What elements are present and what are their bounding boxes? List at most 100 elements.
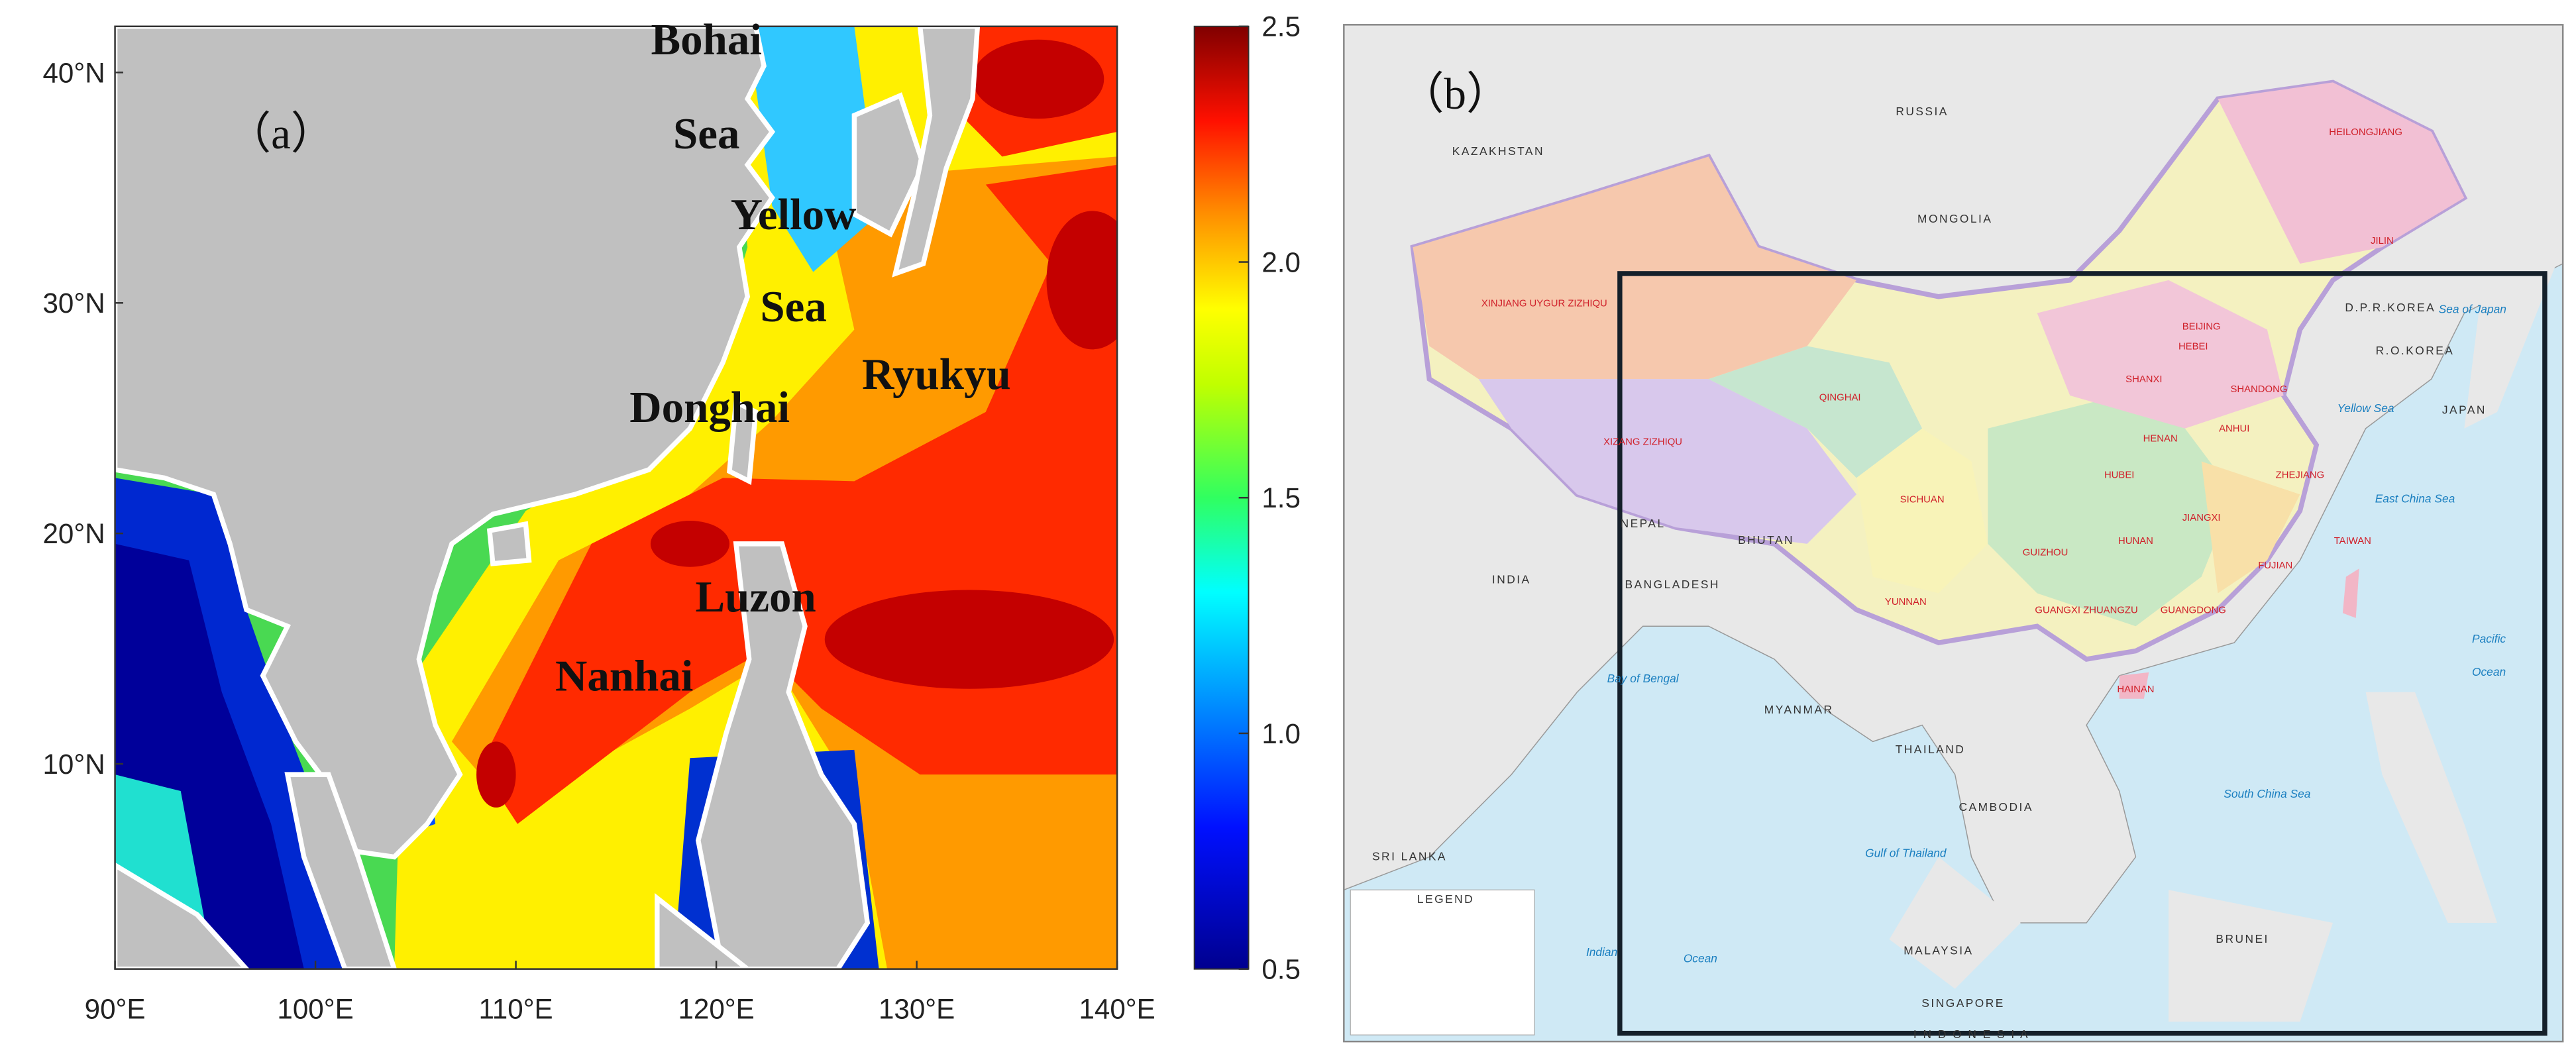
ocean-field — [824, 590, 1114, 689]
map-legend-title: LEGEND — [1417, 892, 1474, 906]
x-tick-label: 120°E — [678, 993, 754, 1024]
y-tick-label: 20°N — [43, 518, 105, 549]
colorbar-tick-label: 0.5 — [1261, 954, 1301, 985]
province-label: GUIZHOU — [2023, 547, 2068, 558]
province-label: QINGHAI — [1819, 392, 1861, 403]
panel-label: （b） — [1400, 69, 1511, 119]
province-label: HEBEI — [2178, 341, 2208, 352]
province-label: TAIWAN — [2334, 536, 2371, 547]
province-label: JIANGXI — [2182, 513, 2221, 523]
province — [1413, 156, 1856, 380]
country-label: I N D O N E S I A — [1913, 1028, 2029, 1041]
land — [1889, 857, 2021, 989]
province-label: GUANGDONG — [2161, 605, 2226, 615]
region-label: Donghai — [629, 382, 790, 432]
plot-frame — [114, 25, 1118, 970]
x-tick-label: 130°E — [879, 993, 955, 1024]
country-label: INDIA — [1492, 573, 1531, 586]
sea-label: Sea of Japan — [2439, 303, 2506, 316]
sea-label: East China Sea — [2375, 492, 2455, 505]
sea-label: Bay of Bengal — [1607, 672, 1680, 685]
ocean-field — [972, 39, 1104, 119]
colorbar-tick-label: 1.0 — [1261, 718, 1301, 749]
sea-label: Yellow Sea — [2337, 401, 2394, 415]
region-label: Nanhai — [555, 651, 693, 700]
region-label: Sea — [760, 282, 826, 331]
country-label: MYANMAR — [1764, 703, 1834, 716]
region-label: Bohai — [651, 15, 762, 64]
panel-b-map — [1344, 25, 2563, 1042]
country-label: R.O.KOREA — [2376, 344, 2455, 357]
x-tick-label: 140°E — [1079, 993, 1155, 1024]
panel-a-map — [115, 26, 1118, 969]
study-area-box — [1617, 271, 2548, 1036]
panel-b-frame — [1343, 24, 2564, 1043]
country-label: SINGAPORE — [1921, 996, 2004, 1010]
map-legend-box — [1350, 889, 1535, 1035]
sea-label: Ocean — [1684, 952, 1717, 965]
country-label: NEPAL — [1621, 517, 1666, 530]
province-label: SICHUAN — [1900, 495, 1945, 505]
country-label: SRI LANKA — [1372, 849, 1447, 863]
land — [115, 26, 981, 969]
sea-label: Gulf of Thailand — [1865, 846, 1947, 859]
y-tick-label: 10°N — [43, 749, 105, 780]
sea-label: Indian — [1586, 945, 1617, 959]
country-label: KAZAKHSTAN — [1452, 144, 1544, 158]
ocean-field — [476, 741, 516, 808]
ocean-field — [1046, 211, 1118, 350]
land — [2464, 66, 2563, 429]
province-label: ZHEJIANG — [2276, 470, 2325, 480]
province — [2037, 280, 2284, 429]
region-label: Yellow — [731, 189, 857, 239]
province-label: XIZANG ZIZHIQU — [1603, 437, 1682, 448]
ocean-field — [650, 521, 729, 567]
x-tick-label: 100°E — [277, 993, 353, 1024]
sea-label: Ocean — [2472, 665, 2506, 678]
country-label: D.P.R.KOREA — [2345, 301, 2436, 314]
country-label: RUSSIA — [1896, 105, 1948, 118]
colorbar-tick-label: 1.5 — [1261, 482, 1301, 513]
colorbar-tick-label: 2.5 — [1261, 11, 1301, 42]
province-label: ANHUI — [2219, 424, 2249, 435]
region-label: Luzon — [695, 572, 816, 621]
land — [2169, 890, 2334, 1022]
province-label: FUJIAN — [2258, 560, 2292, 571]
country-label: BHUTAN — [1738, 533, 1794, 547]
region-label: Sea — [673, 109, 739, 158]
country-label: THAILAND — [1896, 743, 1966, 756]
province-label: SHANXI — [2125, 374, 2162, 385]
province-label: HUNAN — [2118, 536, 2153, 547]
y-tick-label: 30°N — [43, 288, 105, 319]
colorbar-tick-label: 2.0 — [1261, 246, 1301, 278]
panel-label: （a） — [227, 109, 335, 158]
island — [2119, 672, 2149, 699]
y-tick-label: 40°N — [43, 57, 105, 88]
country-label: BANGLADESH — [1625, 578, 1720, 591]
province-label: YUNNAN — [1885, 597, 1927, 608]
province-label: BEIJING — [2182, 321, 2221, 332]
country-label: MALAYSIA — [1904, 943, 1973, 957]
province-label: HUBEI — [2104, 470, 2134, 480]
province — [2201, 461, 2300, 594]
province-label: SHANDONG — [2230, 384, 2287, 395]
country-label: MONGOLIA — [1917, 212, 1992, 225]
sea-label: Pacific — [2472, 632, 2506, 645]
province — [1988, 396, 2235, 627]
province — [2218, 82, 2465, 264]
province-label: HEILONGJIANG — [2329, 127, 2402, 138]
x-tick-label: 90°E — [85, 993, 146, 1024]
ocean-field — [747, 26, 879, 272]
province-label: HAINAN — [2117, 684, 2154, 695]
province-label: HENAN — [2143, 434, 2178, 445]
province-label: JILIN — [2371, 236, 2394, 246]
province-label: XINJIANG UYGUR ZIZHIQU — [1481, 299, 1607, 309]
country-label: CAMBODIA — [1959, 800, 2033, 814]
land — [2365, 692, 2497, 924]
country-label: BRUNEI — [2216, 932, 2269, 945]
island — [2342, 568, 2359, 618]
country-label: JAPAN — [2442, 403, 2487, 416]
province — [1856, 428, 1988, 594]
